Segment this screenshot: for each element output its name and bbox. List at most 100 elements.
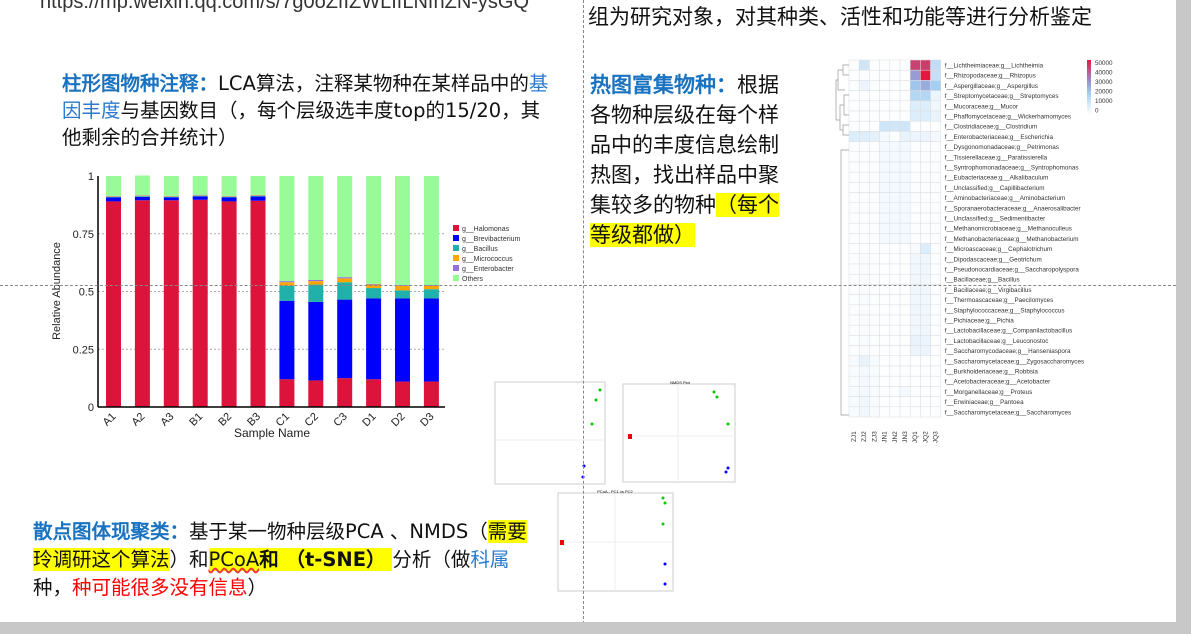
bar-segment [395, 381, 410, 407]
legend-label: g__Bacillus [462, 246, 498, 253]
heatmap-cell [848, 375, 860, 387]
heatmap-cell [869, 161, 880, 173]
bar-section-text: 柱形图物种注释：LCA算法，注释某物种在某样品中的基因丰度与基因数目（，每个层级… [62, 70, 552, 151]
bar-segment [366, 288, 382, 299]
heatmap-cell [879, 80, 891, 91]
bar-segment [423, 289, 439, 299]
heatmap-cell [899, 120, 911, 132]
heatmap-cell [869, 141, 880, 153]
heatmap-cell [848, 294, 860, 306]
heatmap-cell [858, 59, 870, 71]
bar-segment [106, 201, 121, 407]
heatmap-row-label: f__Unclassified;g__Capillibacterium [945, 185, 1045, 192]
legend-tick: 50000 [1095, 60, 1113, 67]
heatmap-cell [848, 386, 860, 397]
bar-segment [163, 196, 179, 198]
heatmap-cell [930, 69, 942, 81]
heatmap-cell [889, 386, 901, 397]
bar-segment [163, 200, 179, 407]
heatmap-cell [909, 273, 921, 285]
heatmap-cell [869, 182, 880, 193]
heatmap-cell [848, 314, 860, 326]
heatmap-cell [869, 263, 880, 275]
pca-plot-image [494, 381, 606, 485]
heatmap-cell [909, 80, 921, 91]
heatmap-col-label: JN3 [902, 431, 909, 443]
heatmap-cell [858, 233, 870, 244]
heatmap-cell [909, 304, 921, 316]
legend-tick: 40000 [1095, 70, 1113, 77]
heatmap-row-label: f__Bacillaceae;g__Bacillus [945, 277, 1020, 284]
heatmap-cell [909, 375, 921, 387]
heatmap-row-label: f__Clostridiaceae;g__Clostridium [945, 124, 1037, 131]
legend-swatch [453, 245, 459, 251]
heatmap-row-label: f__Saccharomycetaceae;g__Saccharomyces [945, 409, 1071, 416]
pcoa-title: PCoA - PC1 vs PC2 [597, 489, 633, 494]
heatmap-cell [858, 182, 870, 193]
heatmap-cell [909, 182, 921, 193]
heatmap-cell [920, 294, 931, 306]
heatmap-row-label: f__Unclassified;g__Sedimentibacter [945, 216, 1045, 223]
x-tick-label: B1 [187, 411, 205, 429]
heatmap-row-label: f__Streptomycetaceae;g__Streptomyces [945, 93, 1059, 100]
heatmap-cell [879, 396, 891, 408]
bar-segment [134, 200, 150, 407]
heatmap-cell [920, 182, 931, 193]
heatmap-cell [858, 161, 870, 173]
heatmap-cell [889, 335, 901, 346]
heatmap-cell [909, 161, 921, 173]
heatmap-cell [889, 365, 901, 377]
bar-segment [395, 298, 410, 382]
heatmap-cell [889, 202, 901, 214]
heatmap-cell [930, 80, 942, 91]
bar-segment [279, 300, 295, 380]
heatmap-cell [879, 141, 891, 153]
heatmap-cell [858, 69, 870, 81]
bar-segment [337, 277, 353, 279]
heatmap-cell [848, 355, 860, 367]
heatmap-cell [909, 202, 921, 214]
heatmap-cell [909, 131, 921, 142]
heatmap-cell [930, 355, 942, 367]
heatmap-cell [889, 324, 901, 336]
bar-segment [106, 176, 121, 196]
bar-segment [308, 284, 324, 302]
heatmap-cell [899, 243, 911, 255]
heatmap-cell [848, 171, 860, 183]
heatmap-cell [930, 263, 942, 275]
heatmap-section-heading: 热图富集物种： [590, 73, 737, 97]
heatmap-cell [879, 131, 891, 142]
x-tick-label: C3 [331, 411, 349, 429]
heatmap-cell [889, 182, 901, 193]
heatmap-cell [909, 294, 921, 306]
bar-segment [308, 380, 324, 407]
heatmap-cell [869, 151, 880, 163]
heatmap-cell [930, 161, 942, 173]
x-tick-label: A2 [130, 411, 148, 429]
heatmap-cell [879, 69, 891, 81]
legend-tick: 30000 [1095, 79, 1113, 86]
heatmap-cell [858, 304, 870, 316]
heatmap-cell [879, 151, 891, 163]
heatmap-cell [930, 396, 942, 408]
heatmap-cell [889, 304, 901, 316]
heatmap-cell [889, 396, 901, 408]
heatmap-cell [848, 335, 860, 346]
heatmap-cell [899, 345, 911, 357]
heatmap-cell [858, 263, 870, 275]
heatmap-cell [848, 120, 860, 132]
scatter-text-1: 基于某一物种层级PCA 、NMDS（ [189, 520, 488, 543]
source-url[interactable]: https://mp.weixin.qq.com/s/7g0oZfIZWLIfL… [40, 0, 530, 13]
legend-tick: 10000 [1095, 98, 1113, 105]
x-tick-label: D1 [360, 411, 378, 429]
heatmap-cell [889, 100, 901, 112]
bar-segment [279, 282, 295, 286]
heatmap-cell [879, 335, 891, 346]
bar-segment [279, 176, 295, 282]
heatmap-cell [889, 212, 901, 224]
y-tick-label: 0.5 [79, 287, 94, 299]
heatmap-cell [889, 273, 901, 285]
heatmap-cell [930, 171, 942, 183]
heatmap-row-label: f__Enterobacteriaceae;g__Escherichia [945, 134, 1054, 141]
heatmap-cell [858, 335, 870, 346]
